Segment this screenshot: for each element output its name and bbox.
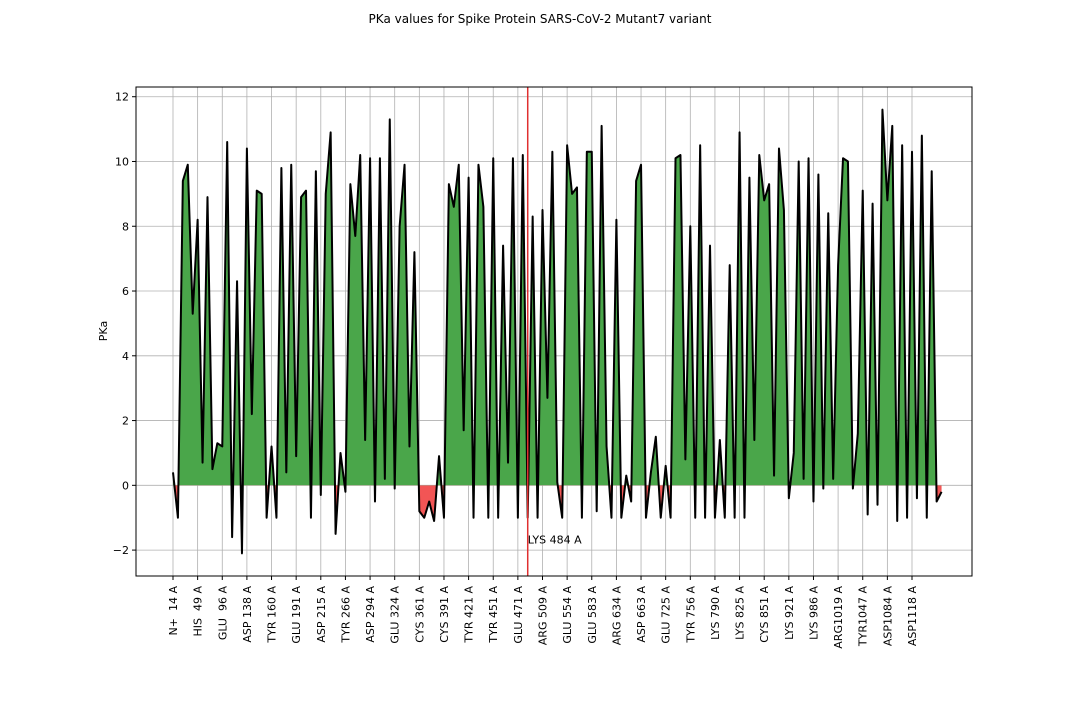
x-tick-label: ASP 294 A — [364, 586, 377, 643]
x-tick-label: TYR 421 A — [463, 586, 476, 644]
x-tick-label: GLU 725 A — [660, 586, 673, 644]
x-tick-label: LYS 986 A — [807, 586, 820, 640]
x-tick-label: GLU 554 A — [561, 586, 574, 644]
y-tick-label: 2 — [122, 415, 129, 428]
x-tick-label: TYR1047 A — [857, 586, 870, 648]
x-tick-label: CYS 361 A — [413, 586, 426, 643]
x-tick-label: TYR 266 A — [339, 586, 352, 644]
x-tick-label: TYR 451 A — [487, 586, 500, 644]
x-tick-label: HIS 49 A — [192, 586, 205, 637]
x-tick-label: GLU 583 A — [586, 586, 599, 644]
x-tick-label: GLU 324 A — [389, 586, 402, 644]
x-tick-label: ARG1019 A — [832, 586, 845, 649]
plot-frame — [135, 86, 973, 577]
y-tick-label: 4 — [122, 350, 129, 363]
y-tick-label: 10 — [115, 155, 129, 168]
x-tick-label: LYS 790 A — [709, 586, 722, 640]
x-tick-label: CYS 391 A — [438, 586, 451, 643]
y-tick-label: 8 — [122, 220, 129, 233]
x-tick-label: LYS 921 A — [783, 586, 796, 640]
x-tick-label: TYR 756 A — [684, 586, 697, 644]
y-tick-label: −2 — [113, 544, 129, 557]
x-tick-label: ASP 215 A — [315, 586, 328, 643]
x-tick-label: ASP 138 A — [241, 586, 254, 643]
x-tick-label: GLU 191 A — [290, 586, 303, 644]
x-tick-label: ASP 663 A — [635, 586, 648, 643]
x-tick-label: ASP1118 A — [906, 586, 919, 647]
y-tick-label: 12 — [115, 91, 129, 104]
x-tick-label: N+ 14 A — [167, 586, 180, 636]
annotation-text: LYS 484 A — [528, 534, 582, 547]
x-tick-label: CYS 851 A — [758, 586, 771, 643]
x-tick-label: TYR 160 A — [266, 586, 279, 644]
y-axis-label: PKa — [97, 321, 110, 341]
x-tick-label: ARG 634 A — [610, 586, 623, 646]
y-tick-label: 0 — [122, 479, 129, 492]
pka-line — [172, 108, 943, 555]
x-tick-label: LYS 825 A — [734, 586, 747, 640]
x-tick-label: ASP1084 A — [881, 586, 894, 647]
y-tick-label: 6 — [122, 285, 129, 298]
x-tick-label: GLU 471 A — [512, 586, 525, 644]
chart-title: PKa values for Spike Protein SARS-CoV-2 … — [369, 12, 712, 26]
x-tick-label: GLU 96 A — [216, 586, 229, 641]
x-tick-label: ARG 509 A — [537, 586, 550, 646]
